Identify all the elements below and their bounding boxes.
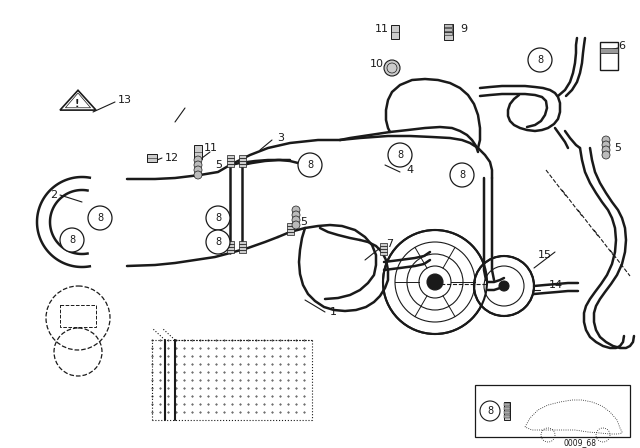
Circle shape [602, 146, 610, 154]
Bar [227, 155, 234, 158]
Bar [239, 164, 246, 167]
Circle shape [194, 161, 202, 169]
Circle shape [528, 48, 552, 72]
Text: 4: 4 [406, 165, 413, 175]
Bar [227, 161, 234, 164]
Circle shape [474, 256, 534, 316]
Circle shape [194, 171, 202, 179]
Bar [239, 158, 246, 160]
Text: 14: 14 [549, 280, 563, 290]
Text: 13: 13 [118, 95, 132, 105]
Circle shape [298, 153, 322, 177]
Text: 11: 11 [375, 24, 389, 34]
Text: 9: 9 [460, 24, 467, 34]
Circle shape [602, 136, 610, 144]
Text: 5: 5 [215, 160, 222, 170]
Circle shape [602, 141, 610, 149]
Bar [600, 48, 618, 53]
Text: 15: 15 [538, 250, 552, 260]
Bar [380, 252, 387, 254]
Bar [380, 249, 387, 251]
Text: 2: 2 [50, 190, 57, 200]
Circle shape [194, 166, 202, 174]
Text: 8: 8 [307, 160, 313, 170]
Text: 5: 5 [300, 217, 307, 227]
Text: 8: 8 [69, 235, 75, 245]
Text: 3: 3 [277, 133, 284, 143]
Text: 8: 8 [537, 55, 543, 65]
Bar [227, 250, 234, 253]
Circle shape [292, 206, 300, 214]
Bar [504, 407, 510, 410]
Text: 8: 8 [459, 170, 465, 180]
Text: 8: 8 [97, 213, 103, 223]
Text: 7: 7 [386, 239, 393, 249]
Circle shape [206, 230, 230, 254]
Bar [600, 42, 618, 70]
Circle shape [480, 401, 500, 421]
Bar [239, 244, 246, 246]
Bar [227, 164, 234, 167]
Bar [239, 161, 246, 164]
Bar [287, 226, 294, 228]
Bar [194, 145, 202, 159]
Bar [444, 24, 453, 40]
Text: 12: 12 [165, 153, 179, 163]
Bar [391, 25, 399, 39]
Text: 10: 10 [370, 59, 384, 69]
Bar [239, 155, 246, 158]
Text: 8: 8 [487, 406, 493, 416]
Bar [504, 403, 510, 406]
Bar [239, 241, 246, 244]
Bar [380, 243, 387, 246]
Bar [444, 28, 452, 31]
Bar [475, 385, 630, 437]
Text: 6: 6 [618, 41, 625, 51]
Bar [227, 247, 234, 250]
Bar [444, 24, 452, 27]
Bar [444, 32, 452, 35]
Circle shape [383, 230, 487, 334]
Bar [504, 411, 510, 414]
Circle shape [88, 206, 112, 230]
Bar [504, 402, 510, 420]
Circle shape [292, 216, 300, 224]
Text: 8: 8 [215, 213, 221, 223]
Bar [227, 244, 234, 246]
Bar [287, 232, 294, 235]
Text: 0009_68: 0009_68 [563, 439, 596, 448]
Text: 8: 8 [215, 237, 221, 247]
Bar [287, 229, 294, 232]
Text: 5: 5 [614, 143, 621, 153]
Bar [227, 158, 234, 160]
Circle shape [388, 143, 412, 167]
Text: 8: 8 [397, 150, 403, 160]
Bar [60, 305, 96, 327]
Circle shape [292, 211, 300, 219]
Circle shape [60, 228, 84, 252]
Text: 11: 11 [204, 143, 218, 153]
Bar [239, 247, 246, 250]
Circle shape [602, 151, 610, 159]
Circle shape [194, 156, 202, 164]
Circle shape [499, 281, 509, 291]
Text: !: ! [75, 99, 79, 109]
Text: 1: 1 [330, 307, 337, 317]
Bar [504, 415, 510, 418]
Bar [227, 241, 234, 244]
Circle shape [427, 274, 443, 290]
Bar [380, 246, 387, 249]
Circle shape [206, 206, 230, 230]
Circle shape [450, 163, 474, 187]
Circle shape [292, 221, 300, 229]
Bar [239, 250, 246, 253]
Bar [287, 223, 294, 225]
Bar [147, 154, 157, 162]
Circle shape [384, 60, 400, 76]
